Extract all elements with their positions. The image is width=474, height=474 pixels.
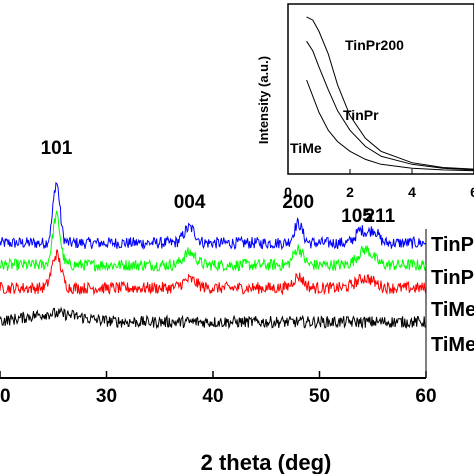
inset-series-line	[306, 79, 474, 172]
xrd-series-line	[0, 249, 427, 296]
inset-x-tick-label: 4	[408, 184, 416, 200]
xrd-series-line	[0, 181, 426, 251]
series-label: TinP	[431, 267, 474, 289]
inset-x-tick-label: 0	[284, 184, 292, 200]
inset-y-axis-title: Intensity (a.u.)	[256, 56, 271, 144]
series-label: TiMe	[431, 299, 474, 321]
main-x-tick-label: 60	[415, 386, 436, 407]
series-label: TiMe	[431, 334, 474, 356]
series-labels: TinP TinP TiMe TiMe	[431, 234, 474, 356]
peak-label: 200	[282, 192, 314, 213]
main-x-tick-label: 40	[202, 386, 223, 407]
main-x-tick-label: 50	[309, 386, 330, 407]
peak-label: 101	[41, 138, 73, 159]
peak-label: 211	[364, 206, 395, 227]
main-x-axis-title: 2 theta (deg)	[201, 450, 332, 474]
inset-series-group	[306, 16, 474, 172]
main-x-ticks: 20 30 40 50 60	[0, 371, 437, 407]
inset-series-line	[306, 16, 474, 170]
inset-series-line	[306, 40, 474, 171]
inset-plot: 0 2 4 6 TinPr200 TinPr TiMe Intensity (a.u.)	[256, 3, 474, 200]
xrd-series-line	[0, 210, 427, 273]
main-x-tick-label: 30	[96, 386, 117, 407]
peak-label: 105	[341, 206, 373, 227]
inset-x-tick-label: 2	[346, 184, 354, 200]
inset-series-labels: TinPr200 TinPr TiMe	[290, 37, 404, 156]
inset-x-ticks: 0 2 4 6	[284, 169, 474, 200]
inset-x-tick-label: 6	[470, 184, 474, 200]
peak-label: 004	[174, 192, 206, 213]
xrd-series-line	[0, 306, 426, 330]
inset-series-label: TinPr200	[345, 37, 404, 53]
series-label: TinP	[431, 234, 474, 256]
inset-series-label: TinPr	[343, 107, 379, 123]
main-x-tick-label: 20	[0, 386, 11, 407]
inset-series-label: TiMe	[290, 140, 322, 156]
main-series-group	[0, 181, 427, 330]
